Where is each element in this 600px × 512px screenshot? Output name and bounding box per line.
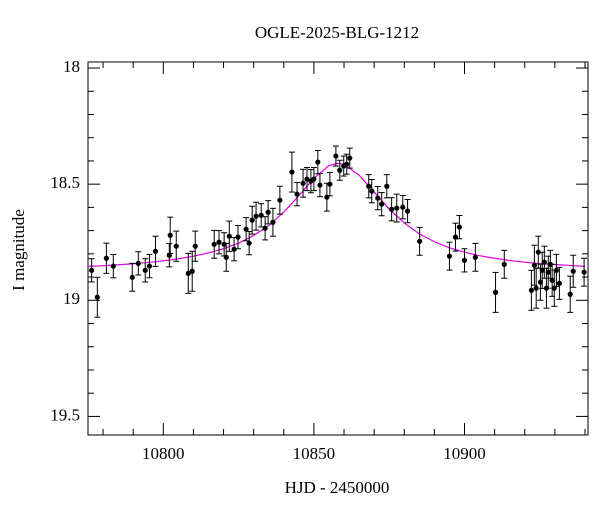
data-point	[189, 268, 195, 274]
data-point	[533, 285, 539, 291]
data-point	[211, 241, 217, 247]
data-point	[531, 262, 537, 268]
y-tick-label: 19	[63, 289, 80, 308]
data-point	[135, 260, 141, 266]
data-point	[492, 289, 499, 295]
data-point	[265, 209, 271, 215]
data-point	[369, 188, 375, 194]
data-point	[249, 217, 255, 223]
data-point	[315, 159, 321, 165]
data-point	[262, 225, 268, 231]
x-tick-label: 10900	[443, 444, 486, 463]
y-axis-label: I magnitude	[9, 209, 28, 291]
data-point	[110, 263, 116, 269]
data-point	[216, 239, 222, 245]
data-point	[294, 191, 300, 197]
data-point	[327, 181, 333, 187]
data-point	[344, 161, 350, 167]
data-point	[166, 252, 172, 258]
data-point	[567, 291, 573, 297]
data-point	[103, 255, 109, 261]
data-point	[570, 268, 576, 274]
x-tick-label: 10850	[293, 444, 336, 463]
data-point	[501, 261, 507, 267]
data-point	[404, 208, 411, 214]
data-point	[366, 183, 372, 189]
data-point	[400, 204, 406, 210]
data-point	[535, 249, 541, 255]
y-tick-label: 18.5	[50, 173, 80, 192]
data-point	[417, 238, 423, 244]
data-point	[146, 263, 153, 269]
data-point	[545, 269, 551, 275]
data-point	[289, 169, 295, 175]
model-curve	[87, 162, 586, 267]
data-point	[226, 233, 232, 239]
y-tick-label: 18	[63, 57, 80, 76]
data-point	[142, 267, 148, 273]
data-point	[173, 243, 179, 249]
data-point	[389, 206, 395, 212]
data-point	[337, 167, 343, 173]
data-point	[333, 153, 339, 159]
data-point	[537, 279, 544, 285]
data-point	[375, 195, 381, 201]
data-point	[384, 183, 390, 189]
data-point	[549, 277, 555, 283]
data-point	[539, 267, 545, 273]
data-point	[311, 176, 317, 182]
data-point	[456, 224, 462, 230]
data-point	[223, 254, 229, 260]
data-point	[551, 285, 557, 291]
data-point	[167, 232, 173, 238]
data-point	[94, 294, 100, 300]
x-axis-label: HJD - 2450000	[285, 478, 390, 497]
chart-title: OGLE-2025-BLG-1212	[255, 23, 419, 42]
data-point	[152, 248, 159, 254]
data-point	[446, 253, 453, 259]
data-point	[379, 201, 385, 207]
data-point	[246, 240, 252, 246]
data-point	[581, 269, 587, 275]
x-tick-label: 10800	[142, 444, 185, 463]
data-point	[304, 176, 310, 182]
data-point	[192, 243, 198, 249]
data-point	[277, 197, 283, 203]
data-point	[89, 267, 95, 273]
data-point	[185, 270, 191, 276]
data-point	[300, 180, 306, 186]
plot-frame	[87, 61, 589, 436]
data-point	[394, 205, 400, 211]
data-point	[528, 287, 534, 293]
data-point	[129, 274, 135, 280]
data-point	[243, 226, 249, 232]
data-point	[317, 182, 323, 188]
y-tick-label: 19.5	[50, 405, 80, 424]
data-point	[472, 254, 478, 260]
data-point	[235, 234, 241, 240]
data-point	[461, 257, 468, 263]
data-point	[270, 219, 276, 225]
data-point	[556, 280, 562, 286]
data-point	[553, 267, 559, 273]
data-point	[347, 155, 353, 161]
data-point	[253, 213, 259, 219]
data-point	[541, 259, 547, 265]
data-point	[231, 246, 237, 252]
